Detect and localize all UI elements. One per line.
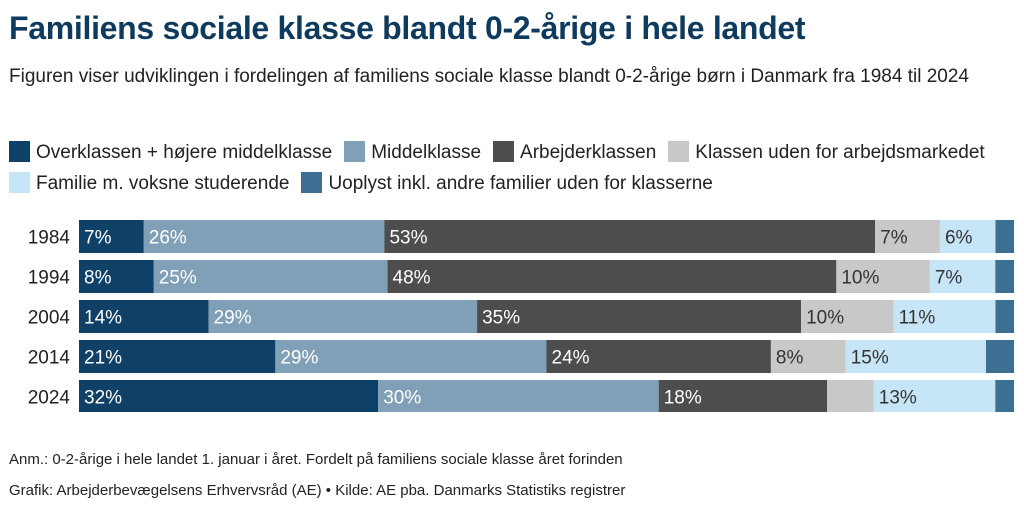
data-label: 15% [851,348,889,369]
data-label: 7% [880,228,908,249]
bar-segment [836,260,930,293]
legend-label: Middelklasse [371,142,482,163]
data-label: 18% [664,388,702,409]
legend-item: Middelklasse [344,141,482,163]
legend-item: Klassen uden for arbejdsmarkedet [668,141,985,163]
bar-segment [985,340,1014,373]
y-axis-label: 2014 [28,348,71,369]
data-label: 29% [280,348,318,369]
data-label: 7% [935,268,963,289]
stacked-bar-chart: 1984 7% 26% 53% 7% 6%1994 8% 25% 48% 10% 7%2004 14%… [28,220,1014,412]
legend-swatch [668,141,690,162]
legend-label: Klassen uden for arbejdsmarkedet [695,142,985,163]
legend-label: Familie m. voksne studerende [36,173,290,194]
data-label: 11% [899,308,936,329]
data-label: 26% [149,228,187,249]
data-label: 7% [84,228,112,249]
legend-label: Arbejderklassen [520,142,657,163]
legend-label: Uoplyst inkl. andre familier uden for kl… [328,173,713,194]
data-label: 8% [84,268,112,289]
data-label: 21% [84,348,122,369]
y-axis-label: 1984 [28,228,71,249]
bar-segment [387,260,837,293]
data-label: 8% [776,348,804,369]
bar-segment [873,380,996,412]
legend-item: Overklassen + højere middelklasse [9,141,333,163]
y-axis-label: 1994 [28,268,71,289]
legend-item: Arbejderklassen [493,141,657,163]
chart-subtitle: Figuren viser udviklingen i fordelingen … [9,66,969,87]
data-label: 25% [159,268,197,289]
bar-segment [384,220,876,253]
bar-segment [79,220,144,253]
chart-title: Familiens sociale klasse blandt 0-2-årig… [9,10,806,46]
data-label: 13% [879,388,917,409]
bar-segment [546,340,771,373]
legend-swatch [344,141,366,162]
chart-note: Anm.: 0-2-årige i hele landet 1. januar … [9,451,623,468]
data-label: 35% [482,308,520,329]
data-label: 53% [389,228,427,249]
legend-swatch [493,141,515,162]
bar-segment [801,300,894,333]
bar-segment [477,300,802,333]
chart-source: Grafik: Arbejderbevægelsens Erhvervsråd … [9,482,626,499]
bar-segment [378,380,659,412]
legend-swatch [9,141,30,162]
bar-segment [79,380,379,412]
y-axis-label: 2024 [28,388,71,409]
bar-segment [658,380,827,412]
legend-swatch [301,172,323,193]
bar-segment [79,300,209,333]
bar-segment [939,220,996,253]
data-label: 30% [383,388,421,409]
bar-segment [153,260,388,293]
bar-segment [275,340,547,373]
legend-label: Overklassen + højere middelklasse [36,142,333,163]
data-label: 6% [945,228,973,249]
bar-segment [79,260,154,293]
legend-swatch [9,172,30,193]
bar-segment [79,340,276,373]
bar-segment [143,220,385,253]
bar-segment [845,340,986,373]
data-label: 24% [552,348,590,369]
bar-segment [995,260,1014,293]
legend-item: Uoplyst inkl. andre familier uden for kl… [301,172,713,194]
bar-segment [995,220,1014,253]
bar-segment [893,300,996,333]
bar-segment [827,380,874,412]
bar-segment [929,260,996,293]
bar-segment [875,220,940,253]
bar-segment [995,300,1014,333]
chart-legend: Overklassen + højere middelklasse Middelk… [9,137,1014,199]
legend-item: Familie m. voksne studerende [9,172,290,194]
data-label: 32% [84,388,122,409]
bar-segment [208,300,478,333]
data-label: 29% [214,308,252,329]
y-axis-label: 2004 [28,308,71,329]
data-label: 14% [84,308,122,329]
bar-segment [770,340,846,373]
data-label: 48% [393,268,431,289]
bar-segment [995,380,1014,412]
data-label: 10% [841,268,879,289]
data-label: 10% [806,308,844,329]
